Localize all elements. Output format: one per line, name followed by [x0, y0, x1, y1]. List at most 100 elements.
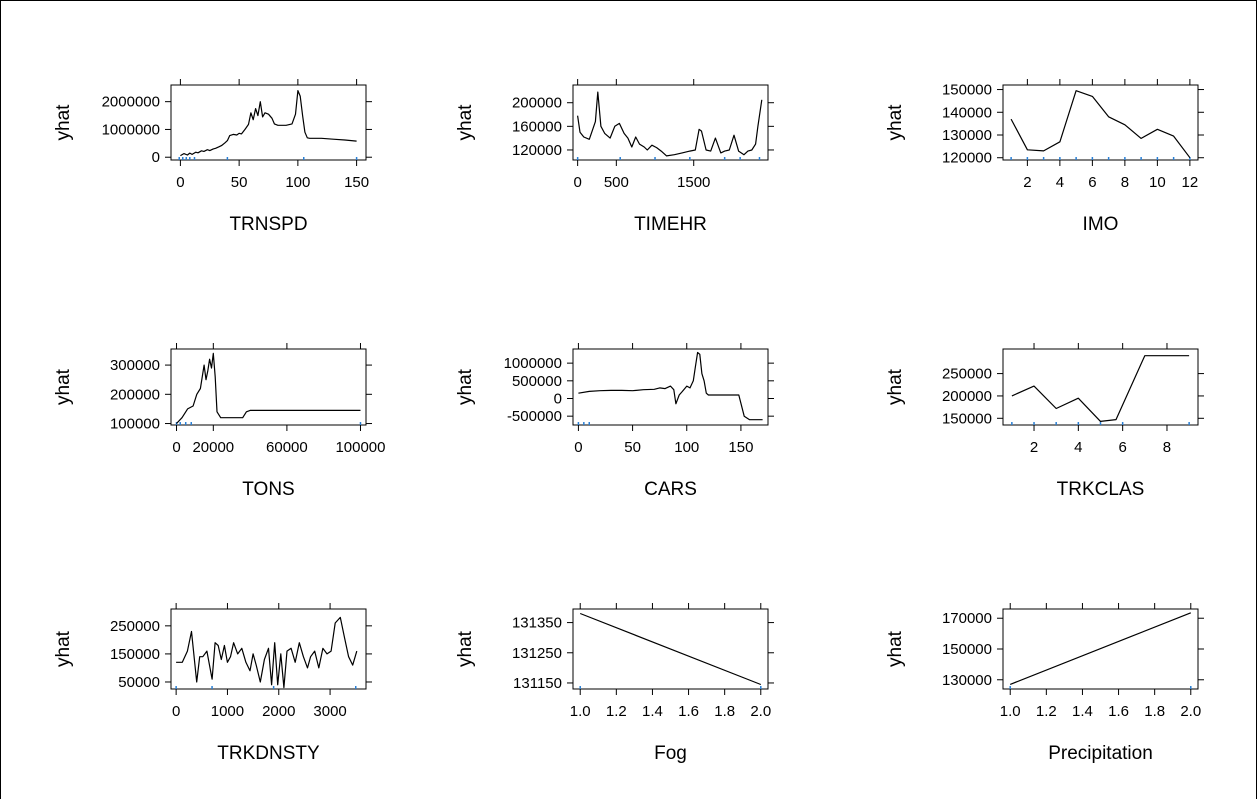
x-tick-label: 1000: [211, 703, 244, 720]
y-tick-label: 0: [152, 149, 160, 166]
y-tick-label: 150000: [942, 82, 992, 99]
x-tick-label: 0: [176, 174, 184, 191]
x-tick-label: 2000: [262, 703, 295, 720]
y-tick-label: 170000: [942, 610, 992, 627]
y-tick-label: 0: [554, 390, 562, 407]
x-tick-label: 8: [1163, 439, 1171, 456]
x-tick-label: 150: [344, 174, 369, 191]
x-axis-label: TRKDNSTY: [217, 743, 320, 764]
panel-precipitation: 1.0 1.2 1.4 1.6 1.8 2.0 130000 150000 170000 Prec…: [885, 603, 1204, 764]
y-tick-label: 1000000: [102, 121, 160, 138]
series-line: [1010, 90, 1191, 159]
y-tick-label: 250000: [110, 618, 160, 635]
y-tick-label: 131350: [512, 615, 562, 632]
x-axis-label: TRKCLAS: [1057, 479, 1145, 500]
x-tick-label: 100: [674, 439, 699, 456]
plot-box: [170, 348, 367, 426]
x-tick-label: 2: [1023, 174, 1031, 191]
y-axis-label: yhat: [455, 104, 476, 141]
y-tick-label: -500000: [507, 408, 562, 425]
y-tick-label: 200000: [942, 388, 992, 405]
series-line: [176, 616, 358, 689]
panel-fog: 1.0 1.2 1.4 1.6 1.8 2.0 131150 131250 131350 Fog y…: [455, 603, 774, 764]
x-tick-label: 100000: [335, 439, 385, 456]
y-tick-label: 120000: [942, 150, 992, 167]
x-tick-label: 1.8: [714, 703, 735, 720]
y-tick-label: 150000: [110, 646, 160, 663]
x-tick-label: 4: [1074, 439, 1082, 456]
y-axis-label: yhat: [53, 630, 74, 667]
x-axis-label: TRNSPD: [229, 214, 307, 235]
y-tick-label: 50000: [118, 674, 160, 691]
y-axis-label: yhat: [53, 104, 74, 141]
x-tick-label: 1.0: [1000, 703, 1021, 720]
x-tick-label: 10: [1149, 174, 1166, 191]
x-tick-label: 0: [574, 439, 582, 456]
x-tick-label: 60000: [266, 439, 308, 456]
y-tick-label: 150000: [942, 641, 992, 658]
x-tick-label: 2.0: [1180, 703, 1201, 720]
panel-trkdnsty: 0 1000 2000 3000 50000 150000 250000 TRKDNSTY yh…: [53, 603, 372, 764]
series-line: [1009, 612, 1192, 685]
series-line: [176, 352, 361, 424]
x-axis-label: TIMEHR: [634, 214, 707, 235]
y-tick-label: 150000: [942, 410, 992, 427]
x-tick-label: 3000: [313, 703, 346, 720]
panel-imo: 2 4 6 8 10 12 120000 130000 140000 150000 IMO yhat: [885, 79, 1204, 235]
y-tick-label: 130000: [942, 127, 992, 144]
y-tick-label: 2000000: [102, 94, 160, 111]
series-line: [579, 612, 762, 686]
x-tick-label: 1.8: [1144, 703, 1165, 720]
x-tick-label: 1.0: [570, 703, 591, 720]
x-tick-label: 6: [1088, 174, 1096, 191]
x-tick-label: 4: [1056, 174, 1064, 191]
x-axis-label: CARS: [644, 479, 697, 500]
y-tick-label: 130000: [942, 672, 992, 689]
x-tick-label: 150: [728, 439, 753, 456]
y-tick-label: 300000: [110, 357, 160, 374]
x-axis-label: TONS: [242, 479, 294, 500]
y-axis-label: yhat: [885, 630, 906, 667]
series-line: [577, 91, 763, 157]
y-tick-label: 131250: [512, 645, 562, 662]
plot-box: [1002, 84, 1199, 161]
x-axis-label: Precipitation: [1048, 743, 1153, 764]
y-axis-label: yhat: [53, 368, 74, 405]
series-line: [578, 351, 763, 421]
y-tick-label: 200000: [110, 386, 160, 403]
x-tick-label: 2.0: [750, 703, 771, 720]
y-tick-label: 500000: [512, 373, 562, 390]
y-axis-label: yhat: [885, 104, 906, 141]
y-tick-label: 100000: [110, 416, 160, 433]
plot-box: [572, 608, 769, 690]
x-tick-label: 0: [172, 439, 180, 456]
x-tick-label: 1.4: [1072, 703, 1093, 720]
plot-box: [170, 608, 367, 690]
x-tick-label: 0: [573, 174, 581, 191]
x-tick-label: 20000: [192, 439, 234, 456]
series-line: [1011, 355, 1190, 422]
y-tick-label: 200000: [512, 95, 562, 112]
y-tick-label: 1000000: [504, 355, 562, 372]
x-axis-label: IMO: [1083, 214, 1119, 235]
x-tick-label: 1.6: [678, 703, 699, 720]
x-tick-label: 1.6: [1108, 703, 1129, 720]
plot-box: [572, 348, 769, 426]
y-tick-label: 140000: [942, 104, 992, 121]
panel-trnspd: 0 50 100 150 0 1000000 2000000 TRNSPD yhat: [53, 79, 372, 235]
x-tick-label: 2: [1030, 439, 1038, 456]
x-tick-label: 1.2: [606, 703, 627, 720]
y-tick-label: 160000: [512, 118, 562, 135]
y-tick-label: 250000: [942, 366, 992, 383]
series-line: [180, 89, 357, 157]
x-axis-label: Fog: [654, 743, 687, 764]
y-axis-label: yhat: [455, 368, 476, 405]
x-tick-label: 1.2: [1036, 703, 1057, 720]
x-tick-label: 0: [172, 703, 180, 720]
x-tick-label: 12: [1182, 174, 1199, 191]
x-tick-label: 1500: [677, 174, 710, 191]
x-tick-label: 50: [624, 439, 641, 456]
x-tick-label: 1.4: [642, 703, 663, 720]
